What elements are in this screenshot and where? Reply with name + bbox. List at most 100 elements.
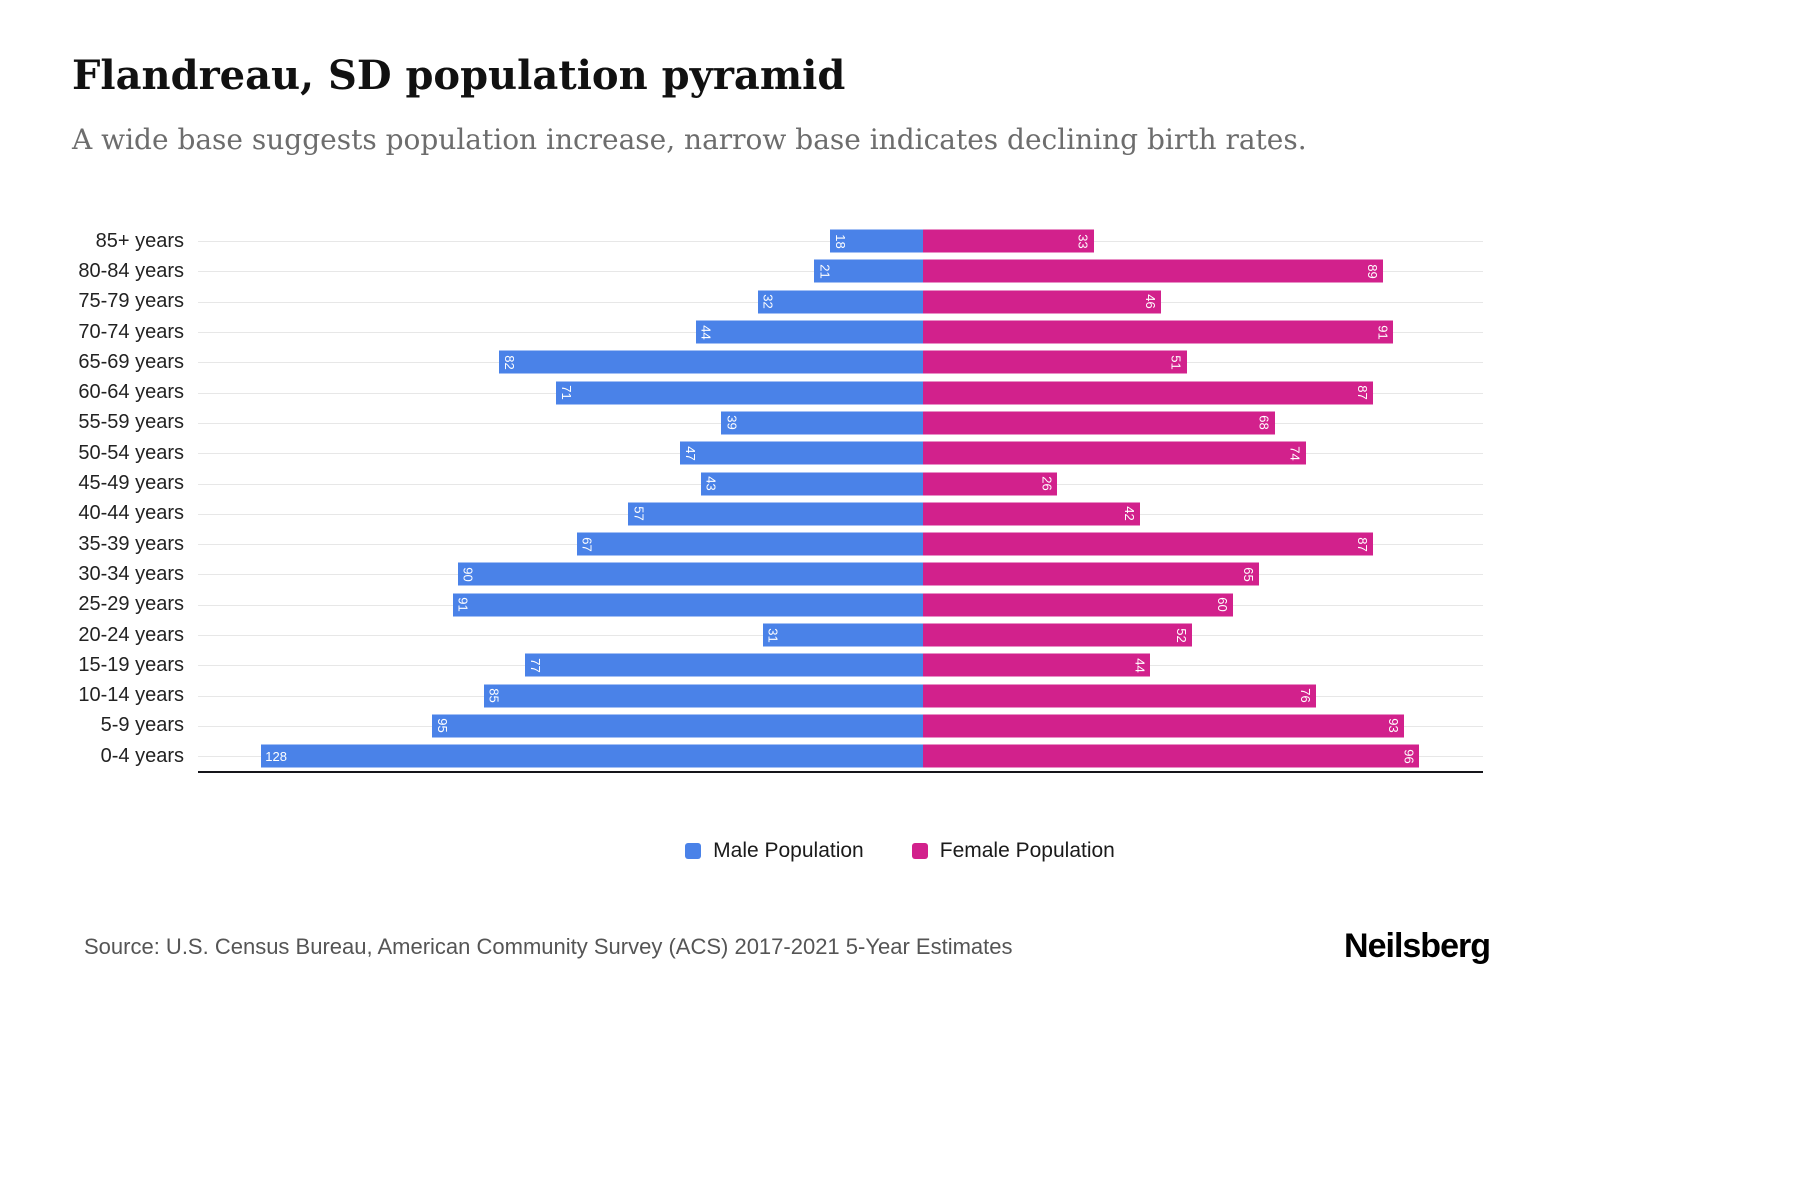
male-bar: 32 bbox=[757, 290, 923, 314]
female-bar: 87 bbox=[923, 532, 1373, 556]
pyramid-row: 30-34 years 90 65 bbox=[0, 559, 1800, 589]
legend-label: Female Population bbox=[939, 839, 1115, 863]
male-bar: 128 bbox=[261, 744, 923, 768]
female-bar-value: 91 bbox=[1375, 324, 1391, 340]
male-bar-value: 47 bbox=[683, 445, 699, 461]
x-axis-line bbox=[198, 771, 1483, 774]
pyramid-plot-row: 21 89 bbox=[198, 256, 1483, 286]
male-bar: 39 bbox=[721, 411, 923, 435]
pyramid-plot-row: 44 91 bbox=[198, 317, 1483, 347]
female-bar: 60 bbox=[923, 593, 1234, 617]
pyramid-plot-row: 57 42 bbox=[198, 499, 1483, 529]
age-group-label: 80-84 years bbox=[78, 259, 184, 282]
male-bar-value: 43 bbox=[703, 476, 719, 491]
male-bar-value: 77 bbox=[527, 658, 543, 673]
male-bar: 31 bbox=[762, 623, 923, 647]
male-bar: 77 bbox=[524, 653, 923, 677]
pyramid-plot-row: 18 33 bbox=[198, 226, 1483, 256]
age-group-label: 75-79 years bbox=[78, 290, 184, 313]
male-bar: 57 bbox=[628, 502, 923, 526]
female-bar: 51 bbox=[923, 350, 1187, 374]
male-bar: 90 bbox=[457, 562, 923, 586]
female-bar: 52 bbox=[923, 623, 1192, 647]
female-bar: 74 bbox=[923, 441, 1306, 465]
male-bar: 82 bbox=[499, 350, 923, 374]
age-group-label: 15-19 years bbox=[78, 653, 184, 676]
female-bar: 33 bbox=[923, 229, 1094, 253]
male-bar: 43 bbox=[700, 472, 923, 496]
age-group-label: 20-24 years bbox=[78, 623, 184, 646]
pyramid-plot-row: 31 52 bbox=[198, 620, 1483, 650]
male-bar-value: 57 bbox=[631, 506, 647, 522]
pyramid-row: 25-29 years 91 60 bbox=[0, 590, 1800, 620]
pyramid-plot-row: 71 87 bbox=[198, 377, 1483, 407]
female-bar-value: 51 bbox=[1168, 355, 1184, 370]
age-group-label: 0-4 years bbox=[100, 744, 184, 767]
female-bar: 93 bbox=[923, 714, 1404, 738]
female-bar-value: 44 bbox=[1132, 658, 1148, 673]
male-bar-value: 91 bbox=[455, 597, 471, 612]
female-bar-value: 96 bbox=[1401, 748, 1417, 764]
pyramid-row: 5-9 years 95 93 bbox=[0, 711, 1800, 741]
male-bar-value: 85 bbox=[486, 688, 502, 703]
age-group-label: 85+ years bbox=[95, 229, 184, 252]
legend-item-male-population[interactable]: Male Population bbox=[685, 839, 864, 863]
male-bar-value: 44 bbox=[698, 324, 714, 340]
male-bar: 85 bbox=[483, 684, 923, 708]
female-bar-value: 60 bbox=[1215, 597, 1231, 612]
female-bar: 26 bbox=[923, 472, 1058, 496]
pyramid-plot-row: 67 87 bbox=[198, 529, 1483, 559]
male-bar-value: 82 bbox=[502, 355, 518, 370]
male-bar: 21 bbox=[814, 259, 923, 283]
age-group-label: 70-74 years bbox=[78, 320, 184, 343]
legend-swatch-icon bbox=[911, 843, 928, 860]
female-bar: 96 bbox=[923, 744, 1420, 768]
pyramid-row: 10-14 years 85 76 bbox=[0, 680, 1800, 710]
pyramid-plot-row: 39 68 bbox=[198, 408, 1483, 438]
female-bar-value: 42 bbox=[1122, 506, 1138, 522]
pyramid-row: 45-49 years 43 26 bbox=[0, 468, 1800, 498]
female-bar-value: 52 bbox=[1173, 627, 1189, 643]
male-bar-value: 90 bbox=[460, 567, 476, 582]
male-bar: 47 bbox=[680, 441, 923, 465]
pyramid-plot-row: 128 96 bbox=[198, 741, 1483, 771]
pyramid-plot-row: 47 74 bbox=[198, 438, 1483, 468]
pyramid-row: 20-24 years 31 52 bbox=[0, 620, 1800, 650]
male-bar: 67 bbox=[576, 532, 923, 556]
pyramid-row: 75-79 years 32 46 bbox=[0, 287, 1800, 317]
female-bar-value: 87 bbox=[1354, 536, 1370, 552]
legend-swatch-icon bbox=[685, 843, 702, 860]
pyramid-row: 35-39 years 67 87 bbox=[0, 529, 1800, 559]
pyramid-plot-row: 95 93 bbox=[198, 711, 1483, 741]
female-bar-value: 68 bbox=[1256, 415, 1272, 431]
age-group-label: 55-59 years bbox=[78, 411, 184, 434]
male-bar: 18 bbox=[829, 229, 923, 253]
male-bar-value: 39 bbox=[724, 415, 740, 431]
pyramid-row: 80-84 years 21 89 bbox=[0, 256, 1800, 286]
female-bar-value: 93 bbox=[1385, 718, 1401, 734]
age-group-label: 50-54 years bbox=[78, 441, 184, 464]
pyramid-row: 60-64 years 71 87 bbox=[0, 377, 1800, 407]
pyramid-row: 70-74 years 44 91 bbox=[0, 317, 1800, 347]
male-bar: 91 bbox=[452, 593, 923, 617]
population-pyramid-chart: 85+ years 18 33 80-84 years 21 89 75-79 years 3… bbox=[0, 226, 1800, 771]
legend-item-female-population[interactable]: Female Population bbox=[911, 839, 1115, 863]
male-bar-value: 128 bbox=[265, 748, 287, 764]
brand-logo: Neilsberg bbox=[1344, 927, 1491, 966]
pyramid-plot-row: 85 76 bbox=[198, 680, 1483, 710]
female-bar: 91 bbox=[923, 320, 1394, 344]
female-bar: 65 bbox=[923, 562, 1260, 586]
male-bar-value: 95 bbox=[434, 718, 450, 734]
age-group-label: 30-34 years bbox=[78, 562, 184, 585]
age-group-label: 25-29 years bbox=[78, 593, 184, 616]
female-bar-value: 46 bbox=[1142, 294, 1158, 309]
pyramid-plot-row: 32 46 bbox=[198, 287, 1483, 317]
source-note: Source: U.S. Census Bureau, American Com… bbox=[84, 933, 1013, 959]
female-bar: 89 bbox=[923, 259, 1384, 283]
female-bar: 76 bbox=[923, 684, 1316, 708]
pyramid-row: 15-19 years 77 44 bbox=[0, 650, 1800, 680]
pyramid-row: 40-44 years 57 42 bbox=[0, 499, 1800, 529]
age-group-label: 65-69 years bbox=[78, 350, 184, 373]
male-bar-value: 31 bbox=[765, 627, 781, 643]
female-bar-value: 74 bbox=[1287, 445, 1303, 461]
